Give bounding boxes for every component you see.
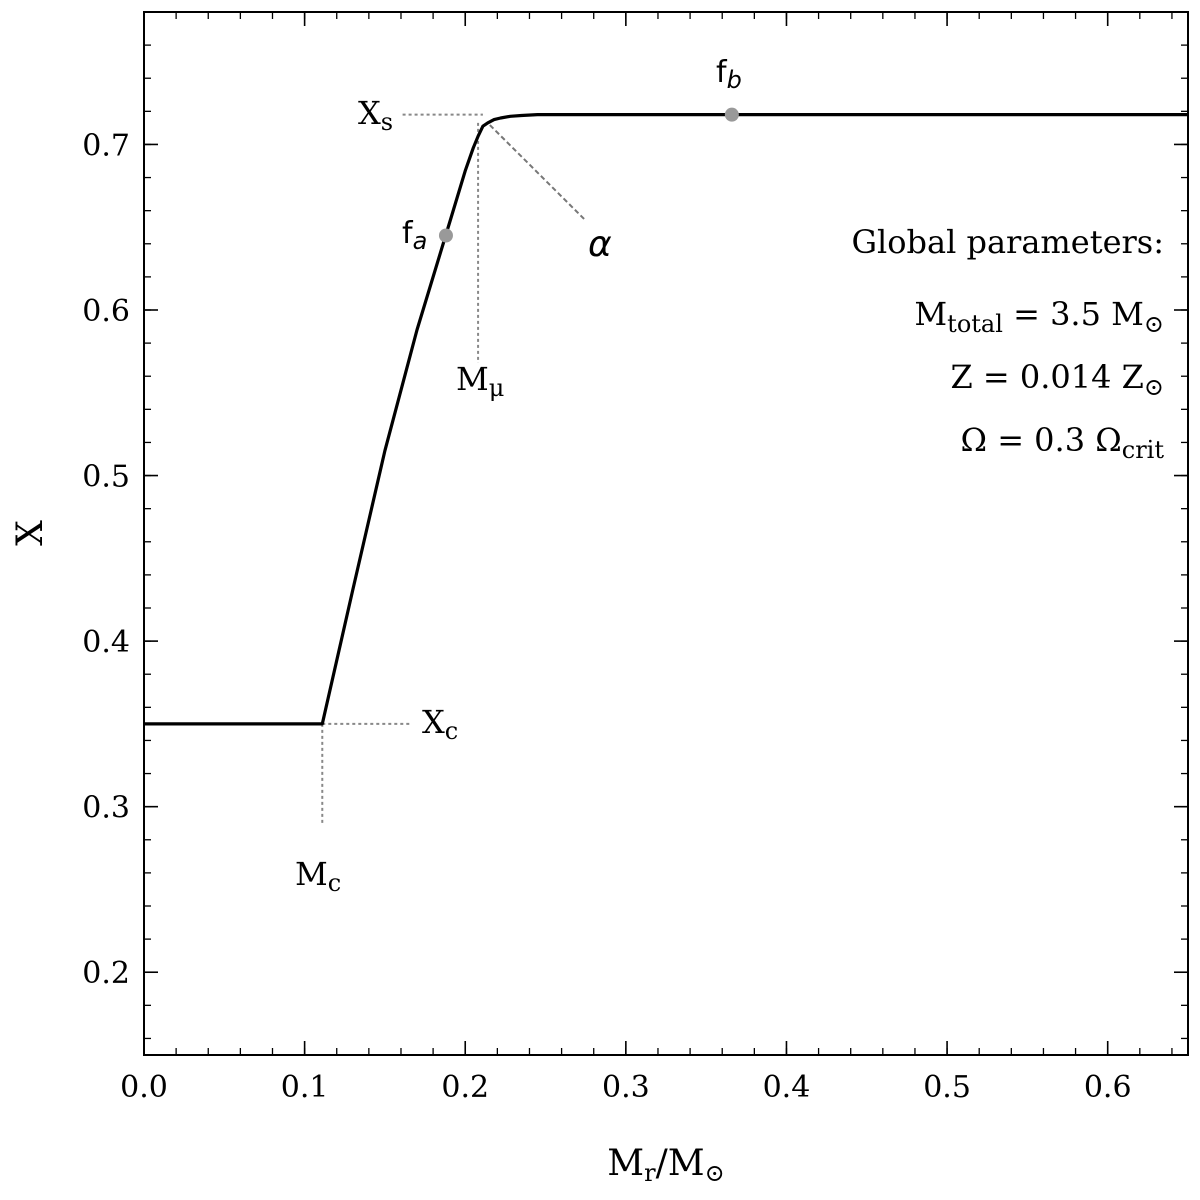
- y-tick-label: 0.7: [82, 128, 130, 163]
- x-tick-label: 0.0: [120, 1070, 168, 1105]
- info-title: Global parameters:: [851, 223, 1164, 261]
- xc-annotation: Xc: [422, 703, 458, 745]
- y-tick-label: 0.4: [82, 625, 130, 660]
- plot-frame: [143, 11, 1189, 1056]
- x-tick-label: 0.1: [281, 1070, 329, 1105]
- point-fb: [724, 107, 739, 122]
- y-tick-label: 0.6: [82, 294, 130, 329]
- series-line-0: [144, 113, 1188, 726]
- series-layer: [144, 113, 1188, 726]
- info-rotation: Ω = 0.3 Ωcrit: [960, 421, 1164, 464]
- x-tick-label: 0.6: [1084, 1070, 1132, 1105]
- alpha-pointer-line: [487, 122, 585, 220]
- info-metallicity: Z = 0.014 Z⊙: [950, 358, 1164, 401]
- info-mass: Mtotal = 3.5 M⊙: [914, 295, 1164, 338]
- x-tick-label: 0.4: [763, 1070, 811, 1105]
- alpha-annotation: α: [588, 224, 612, 265]
- x-tick-label: 0.2: [441, 1070, 489, 1105]
- info-box: Global parameters: Mtotal = 3.5 M⊙ Z = 0…: [851, 223, 1164, 464]
- y-axis-label: X: [10, 520, 51, 546]
- point-fa: [438, 228, 453, 243]
- x-tick-label: 0.5: [923, 1070, 971, 1105]
- x-axis-label: Mr/M⊙: [607, 1143, 724, 1187]
- guide-lines: [321, 113, 585, 825]
- fb-label: fb: [716, 55, 742, 94]
- mc-annotation: Mc: [295, 855, 341, 897]
- mmu-annotation: Mμ: [456, 360, 504, 402]
- y-tick-label: 0.3: [82, 791, 130, 826]
- y-tick-label: 0.2: [82, 956, 130, 991]
- y-tick-label: 0.5: [82, 460, 130, 495]
- marker-points: [438, 107, 739, 243]
- x-tick-label: 0.3: [602, 1070, 650, 1105]
- fa-label: fa: [402, 216, 427, 255]
- xs-annotation: Xs: [358, 94, 393, 136]
